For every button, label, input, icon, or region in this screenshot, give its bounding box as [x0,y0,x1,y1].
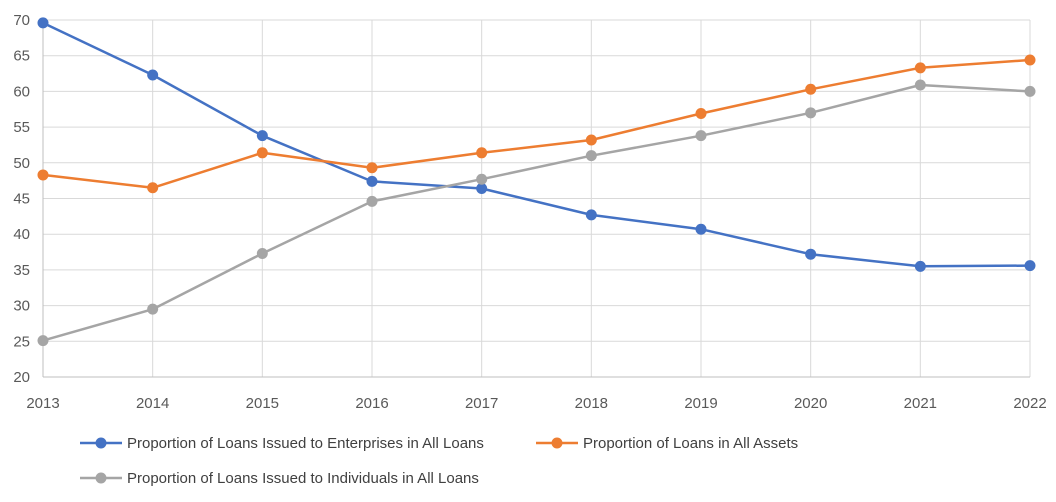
y-tick-label: 30 [13,298,30,315]
legend-item-2: Proportion of Loans in All Assets [536,435,798,452]
data-point [147,69,159,81]
y-tick-label: 50 [13,155,30,172]
series-2 [37,54,1036,194]
data-point [585,134,597,146]
x-tick-label: 2019 [684,395,717,412]
x-tick-label: 2017 [465,395,498,412]
y-tick-label: 45 [13,191,30,208]
x-tick-label: 2013 [26,395,59,412]
data-point [1024,54,1036,66]
y-tick-label: 25 [13,333,30,350]
x-tick-label: 2018 [575,395,608,412]
series-1 [37,17,1036,272]
y-tick-label: 35 [13,262,30,279]
data-point [37,335,49,347]
y-tick-label: 20 [13,369,30,386]
data-point [805,248,817,260]
data-point [366,195,378,207]
data-point [585,150,597,162]
y-tick-label: 70 [13,12,30,29]
series-line [42,21,1031,268]
data-point [1024,85,1036,97]
data-point [695,130,707,142]
data-point [585,209,597,221]
x-tick-label: 2016 [355,395,388,412]
data-point [147,182,159,194]
legend-marker [95,437,107,449]
data-point [805,83,817,95]
legend-label: Proportion of Loans Issued to Enterprise… [127,435,484,452]
data-point [695,223,707,235]
axes [42,20,1030,378]
data-point [914,79,926,91]
data-point [476,147,488,159]
data-point [476,173,488,185]
legend-item-1: Proportion of Loans Issued to Enterprise… [80,435,484,452]
legend-item-3: Proportion of Loans Issued to Individual… [80,470,479,487]
legend-label: Proportion of Loans Issued to Individual… [127,470,479,487]
legend-marker [551,437,563,449]
data-point [366,175,378,187]
x-tick-label: 2014 [136,395,169,412]
data-point [256,247,268,259]
legend: Proportion of Loans Issued to Enterprise… [80,435,798,487]
data-point [256,130,268,142]
data-point [914,62,926,74]
data-point [366,162,378,174]
x-tick-label: 2022 [1013,395,1046,412]
data-point [476,183,488,195]
data-point [256,147,268,159]
x-tick-label: 2015 [246,395,279,412]
x-axis-tick-labels: 2013 2014 2015 2016 2017 2018 2019 2020 2021 2022 [26,395,1046,412]
data-point [37,169,49,181]
y-tick-label: 40 [13,226,30,243]
legend-label: Proportion of Loans in All Assets [583,435,798,452]
y-tick-label: 60 [13,83,30,100]
x-tick-label: 2020 [794,395,827,412]
data-point [37,17,49,29]
data-point [147,303,159,315]
series-line [42,83,1031,342]
x-tick-label: 2021 [904,395,937,412]
series-line [42,58,1031,190]
y-axis-tick-labels: 20 25 30 35 40 45 50 55 60 65 70 [13,12,30,386]
data-point [914,260,926,272]
gridlines [43,19,1031,377]
series-3 [37,79,1036,347]
y-tick-label: 65 [13,48,30,65]
data-point [1024,260,1036,272]
y-tick-label: 55 [13,119,30,136]
data-point [695,108,707,120]
legend-marker [95,472,107,484]
data-point [805,107,817,119]
plot-series [37,17,1036,347]
